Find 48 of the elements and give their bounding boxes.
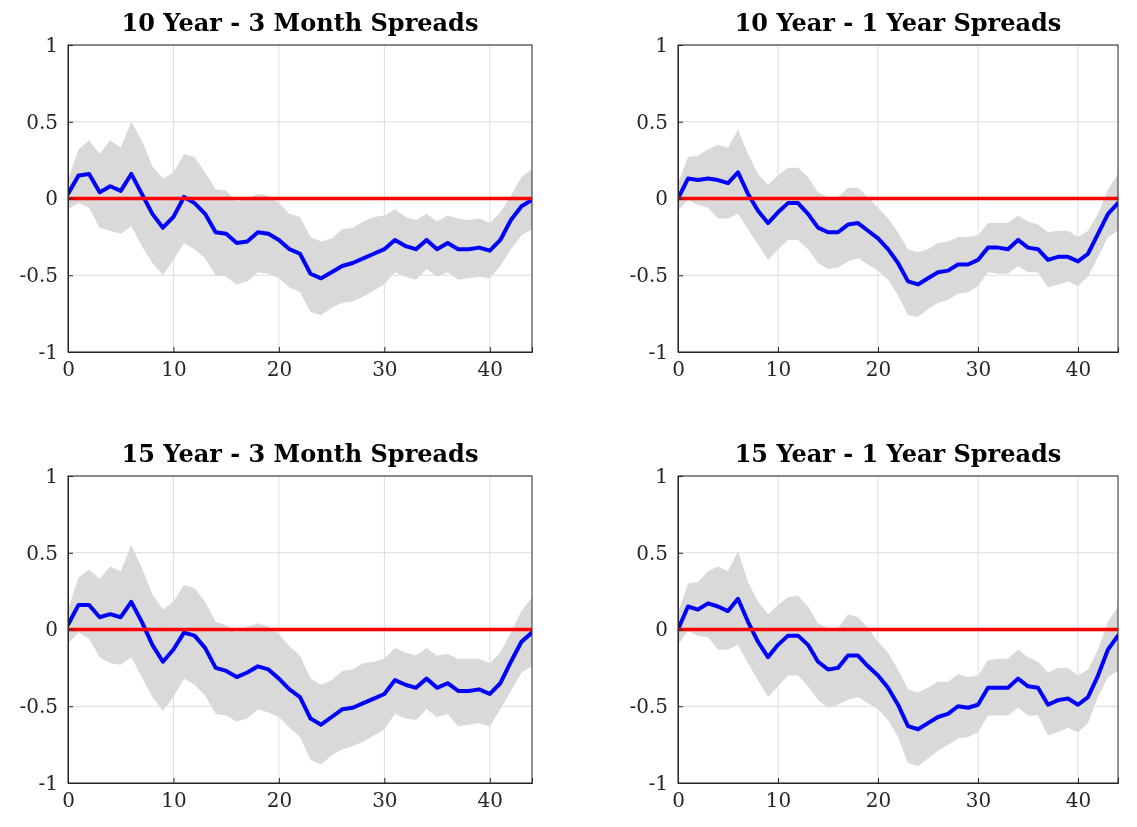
line-series [68, 171, 532, 281]
x-tick-label: 10 [161, 357, 187, 382]
y-tick-label: 0 [45, 617, 58, 642]
y-tick-label: 0.5 [636, 540, 668, 565]
x-tick-label: 20 [865, 788, 892, 813]
x-tick-label: 10 [161, 788, 187, 813]
x-tick-label: 40 [477, 788, 504, 813]
x-tick-label: 40 [1065, 788, 1092, 813]
x-tick-label: 20 [865, 357, 892, 382]
y-tick-label: 0 [655, 186, 668, 211]
x-tick-label: 40 [1065, 357, 1092, 382]
chart-title: 10 Year - 1 Year Spreads [734, 8, 1062, 37]
y-tick-label: -1 [38, 770, 58, 795]
x-tick-label: 30 [965, 788, 992, 813]
y-tick-label: -1 [648, 339, 668, 364]
y-tick-label: 1 [45, 32, 58, 57]
y-tick-label: -1 [648, 770, 668, 795]
y-tick-label: -0.5 [629, 694, 668, 719]
x-tick-label: 40 [477, 357, 504, 382]
x-tick-label: 0 [62, 357, 75, 382]
y-tick-label: -0.5 [629, 263, 668, 288]
y-tick-label: -0.5 [19, 694, 58, 719]
y-tick-label: 1 [655, 32, 668, 57]
y-tick-label: 0 [655, 617, 668, 642]
y-tick-label: 0.5 [26, 109, 58, 134]
y-tick-label: -1 [38, 339, 58, 364]
x-tick-label: 30 [965, 357, 992, 382]
chart-title: 10 Year - 3 Month Spreads [121, 8, 479, 37]
y-tick-label: -0.5 [19, 263, 58, 288]
x-tick-label: 20 [266, 788, 293, 813]
chart-title: 15 Year - 1 Year Spreads [734, 439, 1062, 468]
line-series [678, 170, 1118, 287]
y-tick-label: 0 [45, 186, 58, 211]
chart-title: 15 Year - 3 Month Spreads [121, 439, 479, 468]
y-tick-label: 1 [45, 463, 58, 488]
y-tick-label: 0.5 [636, 109, 668, 134]
line-series [68, 599, 532, 727]
x-tick-label: 10 [765, 788, 792, 813]
line-series [678, 596, 1118, 732]
y-tick-label: 0.5 [26, 540, 58, 565]
x-tick-label: 10 [765, 357, 792, 382]
x-tick-label: 30 [372, 788, 398, 813]
x-tick-label: 20 [266, 357, 293, 382]
y-tick-label: 1 [655, 463, 668, 488]
x-tick-label: 0 [62, 788, 75, 813]
x-tick-label: 30 [372, 357, 398, 382]
x-tick-label: 0 [672, 357, 685, 382]
x-tick-label: 0 [672, 788, 685, 813]
